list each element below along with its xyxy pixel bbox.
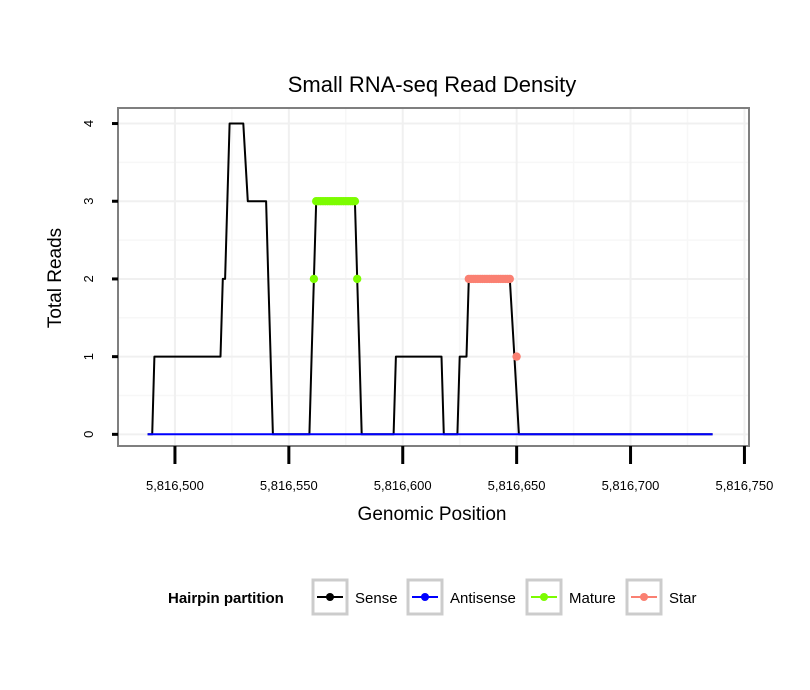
x-axis-title: Genomic Position <box>358 504 507 525</box>
y-tick-label: 2 <box>81 275 96 282</box>
y-tick-label: 4 <box>81 120 96 127</box>
legend-item-star: Star <box>625 578 697 616</box>
legend-item-sense: Sense <box>311 578 398 616</box>
x-tick-label: 5,816,650 <box>488 478 546 493</box>
chart-title: Small RNA-seq Read Density <box>288 72 577 97</box>
x-axis: 5,816,500 5,816,550 5,816,600 5,816,650 5,81… <box>146 446 773 493</box>
y-axis-title: Total Reads <box>45 228 66 328</box>
plot-panel-border <box>117 107 750 447</box>
legend-key-dot <box>421 593 429 601</box>
legend-label: Sense <box>355 590 398 607</box>
legend-label: Star <box>669 590 697 607</box>
legend-key-dot <box>326 593 334 601</box>
y-axis: 0 1 2 3 4 <box>81 120 118 438</box>
legend-title: Hairpin partition <box>168 590 284 607</box>
plot-panel <box>117 107 750 447</box>
x-tick-label: 5,816,500 <box>146 478 204 493</box>
legend-item-mature: Mature <box>525 578 616 616</box>
legend-item-antisense: Antisense <box>406 578 516 616</box>
legend: Hairpin partition Sense Antisense Mature St… <box>168 578 697 616</box>
data-point-mature <box>309 274 319 284</box>
legend-key-dot <box>540 593 548 601</box>
minor-gridlines <box>118 108 749 446</box>
legend-label: Mature <box>569 590 616 607</box>
x-tick-label: 5,816,700 <box>602 478 660 493</box>
x-tick-label: 5,816,600 <box>374 478 432 493</box>
x-tick-label: 5,816,750 <box>715 478 773 493</box>
series-layer <box>147 122 713 436</box>
data-point-mature <box>353 274 362 284</box>
y-tick-label: 1 <box>81 353 96 360</box>
series-mature <box>309 197 362 284</box>
x-tick-label: 5,816,550 <box>260 478 318 493</box>
data-point-star <box>512 352 521 361</box>
y-tick-label: 3 <box>81 198 96 205</box>
data-point-mature <box>350 197 360 206</box>
y-tick-label: 0 <box>81 431 96 438</box>
legend-key-dot <box>640 593 648 601</box>
series-star <box>464 274 521 361</box>
legend-label: Antisense <box>450 590 516 607</box>
data-point-star <box>505 274 514 284</box>
